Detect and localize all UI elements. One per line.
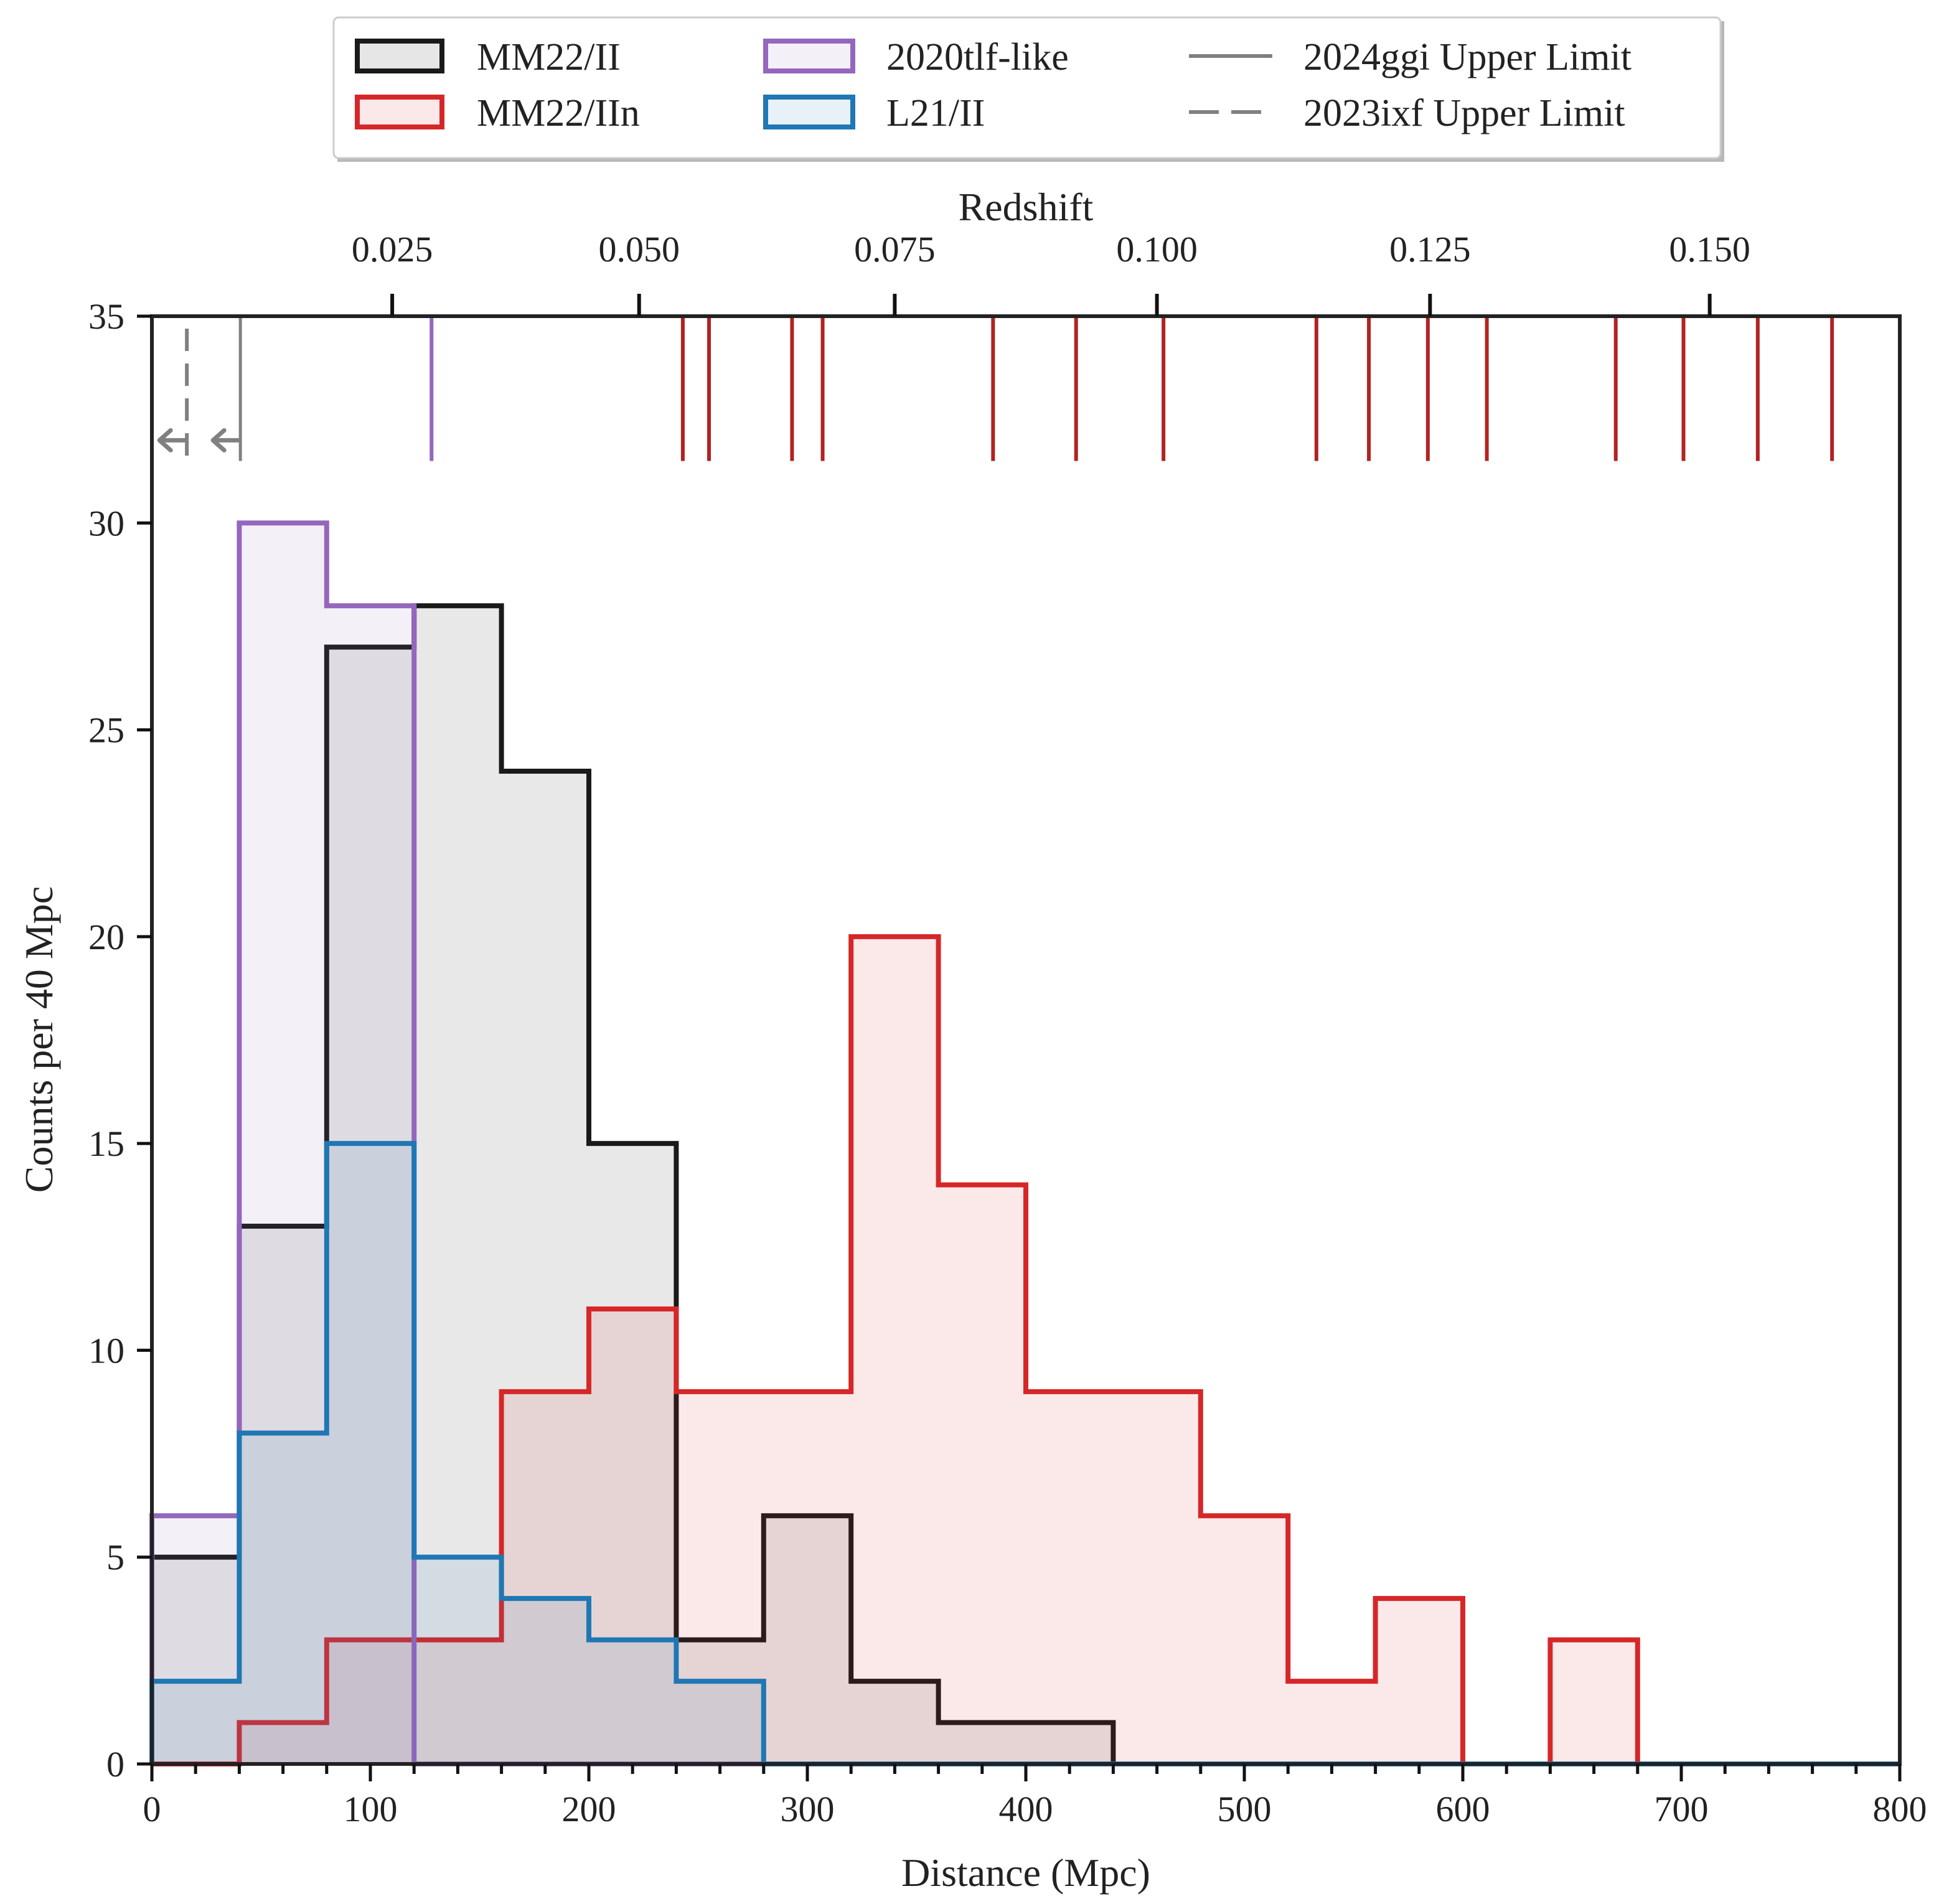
x-tick-label: 700 [1655,1789,1709,1829]
legend-label-2024ggi: 2024ggi Upper Limit [1303,36,1631,78]
x-tick-label: 200 [562,1789,616,1829]
step-line-mm22-iin [152,934,1900,1766]
x-tick-label: 100 [344,1789,398,1829]
legend-label-2023ixf: 2023ixf Upper Limit [1303,92,1625,134]
legend-label-2020tlf: 2020tlf-like [886,36,1069,78]
redshift-tick-label: 0.025 [352,229,433,270]
redshift-tick-label: 0.050 [598,229,680,270]
legend-label-l21-ii: L21/II [886,92,985,134]
y-tick-label: 10 [88,1330,124,1371]
x-tick-label: 800 [1873,1789,1927,1829]
y-tick-label: 30 [88,503,124,543]
y-tick-label: 15 [88,1123,124,1164]
legend-patch-2020tlf [763,39,855,73]
fill-2020tlf-like [152,523,1900,1765]
y-tick-label: 5 [106,1537,124,1578]
redshift-tick-label: 0.100 [1116,229,1198,270]
plot-area [149,316,1900,1766]
redshift-tick-label: 0.150 [1669,229,1750,270]
y-tick-label: 20 [88,917,124,957]
legend-patch-l21-ii [763,95,855,129]
legend: MM22/II MM22/IIn 2020tlf-like L21/II 202… [332,16,1724,162]
legend-frame [332,16,1722,159]
x-tick-label: 600 [1436,1789,1490,1829]
x-tick-label: 400 [999,1789,1053,1829]
arrow-left-icon [210,428,240,453]
x-axis-label: Distance (Mpc) [901,1850,1150,1895]
legend-label-mm22-iin: MM22/IIn [477,92,640,134]
x-tick-label: 500 [1218,1789,1272,1829]
y-tick-label: 0 [106,1744,124,1784]
redshift-tick-label: 0.125 [1389,229,1471,270]
axes: 0 100 200 300 400 500 600 700 800 0 5 10 15 20 25 30 35 0… [88,229,1927,1829]
arrow-left-icon [157,428,187,453]
redshift-tick-label: 0.075 [854,229,936,270]
x-tick-label: 300 [781,1789,835,1829]
x-tick-label: 0 [143,1789,161,1829]
y-axis-label: Counts per 40 Mpc [17,886,61,1193]
y-tick-label: 35 [88,296,124,337]
series-mm22-iin [152,934,1900,1766]
top-axis-label: Redshift [959,185,1094,229]
legend-patch-mm22-ii [355,39,444,73]
legend-patch-mm22-iin [355,95,444,129]
legend-label-mm22-ii: MM22/II [477,36,621,78]
y-tick-label: 25 [88,710,124,751]
